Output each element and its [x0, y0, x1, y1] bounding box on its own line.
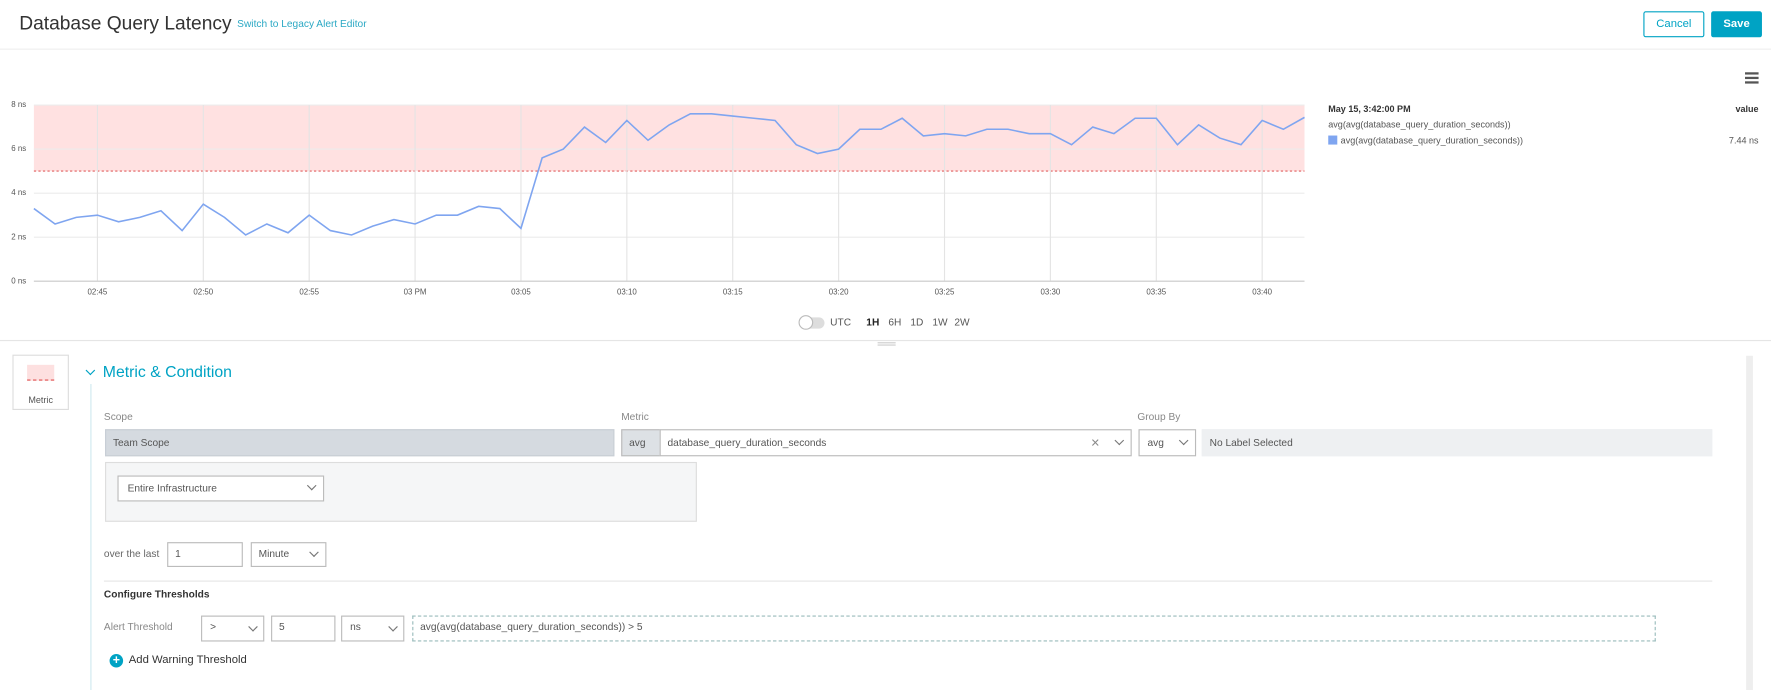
x-tick-label: 03:20	[829, 288, 849, 297]
over-label: over the last	[103, 547, 160, 560]
expression: avg(avg(database_query_duration_seconds)…	[412, 615, 1656, 642]
legend-time: May 15, 3:42:00 PM	[1328, 103, 1411, 115]
alert-value[interactable]: 5	[271, 615, 336, 642]
y-tick-label: 8 ns	[11, 100, 26, 109]
metric-icon-box[interactable]: Metric	[12, 354, 69, 410]
header-border	[0, 48, 1771, 50]
legend-value-header: value	[1735, 103, 1759, 115]
over-input[interactable]: 1	[167, 542, 243, 567]
utc-toggle[interactable]	[798, 315, 825, 330]
over-unit-text: Minute	[258, 547, 290, 560]
legend-swatch	[1328, 135, 1338, 145]
scope-label: Scope	[103, 411, 133, 423]
range-button[interactable]: 1W	[932, 316, 948, 328]
icon-label: Metric	[28, 395, 53, 406]
legend-value: 7.44 ns	[1728, 135, 1759, 146]
page-title: Database Query Latency	[19, 12, 232, 34]
x-tick-label: 03:35	[1146, 288, 1166, 297]
group-agg[interactable]: avg	[1138, 429, 1197, 457]
x-tick-label: 03:40	[1252, 288, 1272, 297]
series-line	[33, 113, 1305, 236]
alert-unit-text: ns	[350, 621, 361, 633]
group-label: Group By	[1137, 411, 1181, 423]
filter-select[interactable]: Entire Infrastructure	[117, 475, 325, 502]
separator	[103, 580, 1713, 582]
add-icon[interactable]: +	[109, 653, 124, 668]
x-tick-label: 03:05	[511, 288, 531, 297]
legend-series: avg(avg(database_query_duration_seconds)…	[1340, 135, 1524, 146]
section-line	[90, 384, 92, 690]
range-button[interactable]: 1H	[866, 316, 880, 328]
over-unit[interactable]: Minute	[250, 542, 327, 567]
metric-name: database_query_duration_seconds	[667, 437, 827, 449]
x-tick-label: 02:55	[299, 288, 319, 297]
x-tick-label: 03:30	[1041, 288, 1061, 297]
x-tick-label: 03 PM	[404, 288, 427, 297]
alert-label: Alert Threshold	[103, 621, 173, 633]
add-warning[interactable]: Add Warning Threshold	[128, 653, 247, 667]
metric-field[interactable]: database_query_duration_seconds ×	[659, 429, 1132, 457]
operator-text: >	[210, 621, 217, 633]
menu-icon[interactable]	[1745, 72, 1759, 84]
range-button[interactable]: 6H	[888, 316, 902, 328]
legend-query: avg(avg(database_query_duration_seconds)…	[1328, 119, 1511, 130]
metric-label: Metric	[621, 411, 649, 423]
group-field[interactable]: No Label Selected	[1201, 429, 1713, 457]
y-tick-label: 0 ns	[11, 276, 26, 285]
cancel-button[interactable]: Cancel	[1643, 11, 1705, 38]
scope-field: Team Scope	[105, 429, 615, 457]
y-tick-label: 4 ns	[11, 188, 26, 197]
group-agg-text: avg	[1147, 437, 1164, 449]
x-tick-label: 03:25	[935, 288, 955, 297]
y-tick-label: 6 ns	[11, 144, 26, 153]
divider	[0, 339, 1771, 342]
legacy-link[interactable]: Switch to Legacy Alert Editor	[237, 18, 367, 30]
operator[interactable]: >	[201, 615, 265, 642]
filter-text: Entire Infrastructure	[127, 482, 217, 494]
section-title: Metric & Condition	[102, 362, 232, 381]
scroll-track	[1746, 355, 1753, 690]
x-tick-label: 03:15	[723, 288, 743, 297]
x-tick-label: 02:50	[193, 288, 213, 297]
alert-unit[interactable]: ns	[341, 615, 405, 642]
y-tick-label: 2 ns	[11, 232, 26, 241]
drag-handle[interactable]	[877, 342, 896, 346]
thresholds-title: Configure Thresholds	[103, 588, 210, 600]
range-button[interactable]: 1D	[910, 316, 924, 328]
save-button[interactable]: Save	[1711, 11, 1762, 38]
x-tick-label: 03:10	[617, 288, 637, 297]
threshold-area	[33, 105, 1305, 172]
aggregation: avg	[621, 429, 661, 457]
x-tick-label: 02:45	[88, 288, 108, 297]
utc-label: UTC	[830, 316, 852, 328]
range-button[interactable]: 2W	[954, 316, 970, 328]
